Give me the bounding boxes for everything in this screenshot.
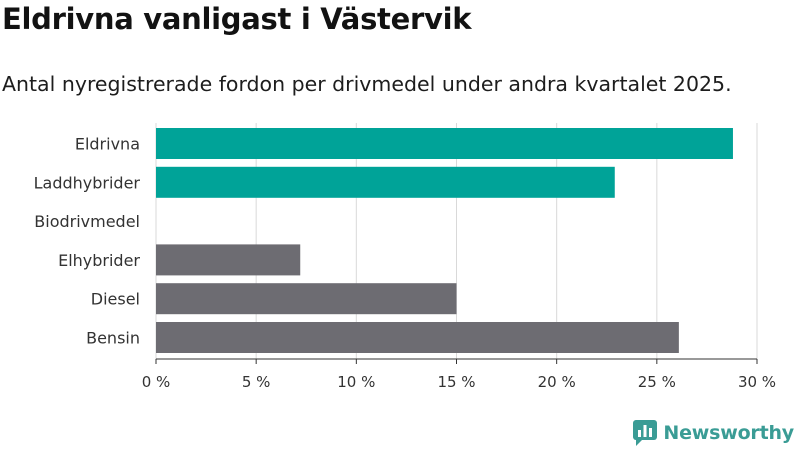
x-tick-label: 10 %	[337, 373, 375, 391]
chart-title: Eldrivna vanligast i Västervik	[2, 2, 472, 36]
x-tick-label: 5 %	[242, 373, 271, 391]
bar-chart: Eldrivna Laddhybrider Biodrivmedel Elhybrid…	[34, 123, 776, 391]
bars	[156, 128, 733, 353]
x-tick-label: 0 %	[142, 373, 171, 391]
chart-subtitle: Antal nyregistrerade fordon per drivmede…	[2, 72, 732, 96]
x-tick-label: 15 %	[437, 373, 475, 391]
x-tick-label: 25 %	[638, 373, 676, 391]
category-label: Laddhybrider	[34, 173, 141, 192]
category-label: Bensin	[86, 329, 140, 348]
x-axis-ticks: 0 % 5 % 10 % 15 % 20 % 25 % 30 %	[142, 358, 776, 391]
x-tick-label: 20 %	[538, 373, 576, 391]
newsworthy-logo: Newsworthy	[632, 419, 794, 447]
newsworthy-logo-text: Newsworthy	[663, 422, 794, 444]
bar-eldrivna	[156, 128, 733, 159]
bar-laddhybrider	[156, 166, 615, 198]
bar-diesel	[156, 283, 457, 315]
category-label: Biodrivmedel	[34, 212, 140, 231]
bar-elhybrider	[156, 244, 301, 276]
category-label: Elhybrider	[58, 251, 140, 270]
category-labels: Eldrivna Laddhybrider Biodrivmedel Elhybrid…	[34, 135, 141, 348]
category-label: Eldrivna	[75, 135, 140, 154]
grid-lines	[155, 123, 758, 359]
category-label: Diesel	[91, 290, 140, 309]
newsworthy-logo-icon	[633, 420, 658, 446]
bar-bensin	[156, 322, 679, 353]
x-tick-label: 30 %	[738, 373, 776, 391]
